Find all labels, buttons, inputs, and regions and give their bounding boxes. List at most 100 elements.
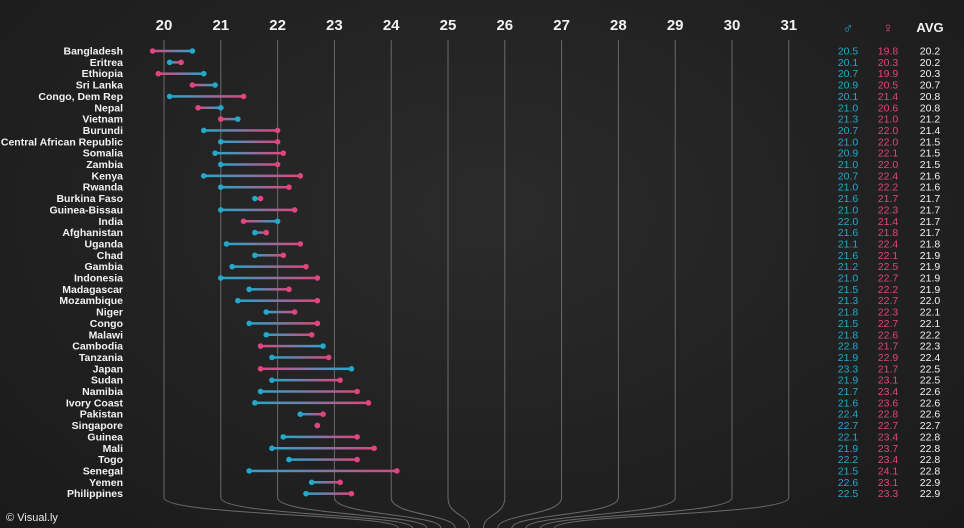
male-dot <box>235 297 241 304</box>
avg-value: 21.7 <box>920 227 941 239</box>
female-dot <box>189 82 196 88</box>
female-value: 22.2 <box>878 182 899 194</box>
dumbbell-bar <box>220 140 278 144</box>
avg-value: 21.7 <box>920 193 941 205</box>
male-dot <box>280 434 287 440</box>
male-value: 21.0 <box>838 204 859 216</box>
country-label: Mozambique <box>59 295 123 307</box>
female-dot <box>365 400 372 406</box>
chart-row: Chad 21.6 22.1 21.9 <box>97 250 941 262</box>
chart-row: Niger 21.8 22.3 22.1 <box>96 307 940 319</box>
x-tick-label: 28 <box>610 17 627 34</box>
male-dot <box>252 229 258 236</box>
female-value: 22.0 <box>878 136 899 148</box>
male-value: 20.1 <box>838 57 859 69</box>
male-dot <box>274 218 281 225</box>
avg-value: 21.6 <box>920 182 941 194</box>
chart-row: Somalia 20.9 22.1 21.5 <box>83 148 941 160</box>
avg-value: 22.9 <box>920 488 941 500</box>
dumbbell-bar <box>300 412 324 416</box>
male-dot <box>218 161 224 168</box>
gridline-curve-27 <box>497 497 563 528</box>
dumbbell-bar <box>271 378 341 382</box>
female-value: 23.4 <box>878 431 899 443</box>
male-value: 21.9 <box>838 375 859 387</box>
female-value: 22.3 <box>878 204 899 216</box>
male-dot <box>166 59 173 66</box>
avg-value: 22.0 <box>920 295 941 307</box>
chart-row: Malawi 21.8 22.6 22.2 <box>89 329 941 341</box>
source-credit: © Visual.ly <box>6 512 58 524</box>
male-value: 21.6 <box>838 227 859 239</box>
avg-value: 22.1 <box>920 307 941 319</box>
chart-row: Sri Lanka 20.9 20.5 20.7 <box>76 80 941 92</box>
x-tick-label: 25 <box>440 17 457 34</box>
dumbbell-bar <box>220 185 289 189</box>
female-dot <box>297 173 304 179</box>
avg-value: 20.2 <box>920 46 941 58</box>
male-dot <box>252 252 258 259</box>
male-dot <box>218 207 224 213</box>
male-value: 21.5 <box>838 465 859 477</box>
male-value: 20.7 <box>838 68 859 80</box>
chart-row: Congo, Dem Rep 20.1 21.4 20.8 <box>38 91 940 103</box>
male-dot <box>320 343 326 349</box>
chart-row: Congo 21.5 22.7 22.1 <box>90 318 941 330</box>
chart-row: Ivory Coast 21.6 23.6 22.6 <box>66 397 941 409</box>
female-value: 22.7 <box>878 318 899 330</box>
country-label: Tanzania <box>79 352 123 364</box>
country-label: Zambia <box>86 159 123 171</box>
female-value: 20.5 <box>878 80 899 92</box>
country-label: Indonesia <box>74 273 123 285</box>
dumbbell-bar <box>254 197 261 200</box>
gridline-curve-21 <box>220 497 413 528</box>
male-dot <box>246 320 252 327</box>
gridline-curve-30 <box>539 497 733 528</box>
chart-row: Burundi 20.7 22.0 21.4 <box>83 125 941 137</box>
female-value: 22.7 <box>878 295 899 307</box>
dumbbell-bar <box>254 231 267 234</box>
dumbbell-bar <box>203 174 301 178</box>
male-value: 22.5 <box>838 488 859 500</box>
male-value: 21.8 <box>838 307 859 319</box>
female-value: 23.6 <box>878 397 899 409</box>
avg-value: 21.9 <box>920 273 941 285</box>
female-dot <box>257 366 264 372</box>
avg-value: 20.2 <box>920 57 941 69</box>
avg-value: 22.5 <box>920 363 941 375</box>
country-label: Rwanda <box>83 182 123 194</box>
male-value: 21.9 <box>838 443 859 455</box>
female-value: 21.7 <box>878 363 899 375</box>
country-label: Guinea-Bissau <box>49 204 123 216</box>
dumbbell-bar <box>266 310 295 314</box>
chart-row: Ethiopia 20.7 19.9 20.3 <box>82 68 941 80</box>
avg-value: 22.2 <box>920 329 941 341</box>
male-value: 22.4 <box>838 409 859 421</box>
dumbbell-bar <box>266 333 312 336</box>
male-value: 21.9 <box>838 352 859 364</box>
dumbbell-bar <box>260 344 324 348</box>
chart-row: Rwanda 21.0 22.2 21.6 <box>83 182 941 194</box>
female-value: 22.0 <box>878 125 899 137</box>
male-dot <box>218 184 224 190</box>
chart-row: Afghanistan 21.6 21.8 21.7 <box>62 227 940 239</box>
chart-row: Mozambique 21.3 22.7 22.0 <box>59 295 940 307</box>
avg-value: 20.3 <box>920 68 941 80</box>
dumbbell-bar <box>283 435 358 439</box>
country-label: Japan <box>93 363 123 375</box>
avg-value: 21.8 <box>920 238 941 250</box>
dumbbell-bar <box>260 390 358 393</box>
male-dot <box>252 400 258 406</box>
female-dot <box>354 434 360 440</box>
male-value: 21.5 <box>838 284 859 296</box>
female-dot <box>314 422 321 429</box>
male-dot <box>246 286 252 293</box>
male-value: 21.0 <box>838 159 859 171</box>
female-value: 22.7 <box>878 420 899 432</box>
female-dot <box>149 48 156 54</box>
female-value: 21.8 <box>878 227 899 239</box>
female-dot <box>280 252 287 259</box>
avg-value: 22.8 <box>920 465 941 477</box>
